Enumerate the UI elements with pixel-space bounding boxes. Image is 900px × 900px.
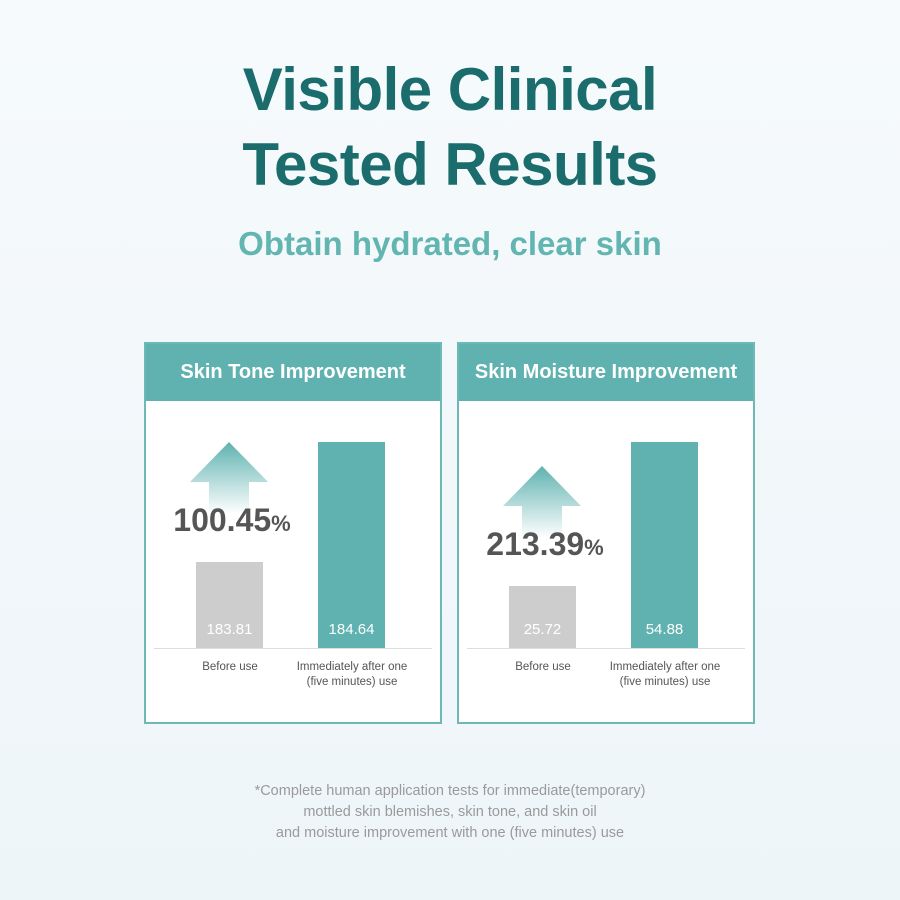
title: Tested Results <box>242 131 658 198</box>
annotation-value: 213.39 <box>486 525 585 562</box>
baseline <box>154 648 432 649</box>
value-label: 54.88 <box>645 621 684 638</box>
chart-panel: Skin Tone Improvement 183.81 Before use 184… <box>144 342 442 724</box>
bar <box>196 562 263 648</box>
footnote: *Complete human application tests for im… <box>254 783 646 799</box>
arrow <box>190 442 268 515</box>
baseline <box>467 648 745 649</box>
category-label: Before use <box>515 661 571 673</box>
annotation: 213.39% <box>445 526 645 563</box>
bar <box>509 585 576 648</box>
annotation-value: 100.45 <box>173 502 272 539</box>
chart-title: Skin Tone Improvement <box>146 344 440 401</box>
bar <box>631 442 698 648</box>
title: Visible Clinical <box>242 56 658 123</box>
chart-panel: Skin Moisture Improvement 25.72 Before use… <box>457 342 755 724</box>
chart-title: Skin Moisture Improvement <box>459 344 753 401</box>
category-label: Immediately after one (five minutes) use <box>609 661 721 688</box>
bar <box>318 442 385 648</box>
value-label: 184.64 <box>328 621 375 638</box>
annotation-unit: % <box>584 534 604 560</box>
footnote: mottled skin blemishes, skin tone, and s… <box>303 804 597 820</box>
arrow <box>503 465 581 538</box>
subtitle: Obtain hydrated, clear skin <box>238 225 662 262</box>
category-label: Immediately after one (five minutes) use <box>296 661 408 688</box>
value-label: 183.81 <box>206 621 253 638</box>
category-label: Before use <box>202 661 258 673</box>
value-label: 25.72 <box>523 621 562 638</box>
annotation-unit: % <box>271 511 291 537</box>
annotation: 100.45% <box>132 502 332 539</box>
footnote: and moisture improvement with one (five … <box>275 825 625 841</box>
